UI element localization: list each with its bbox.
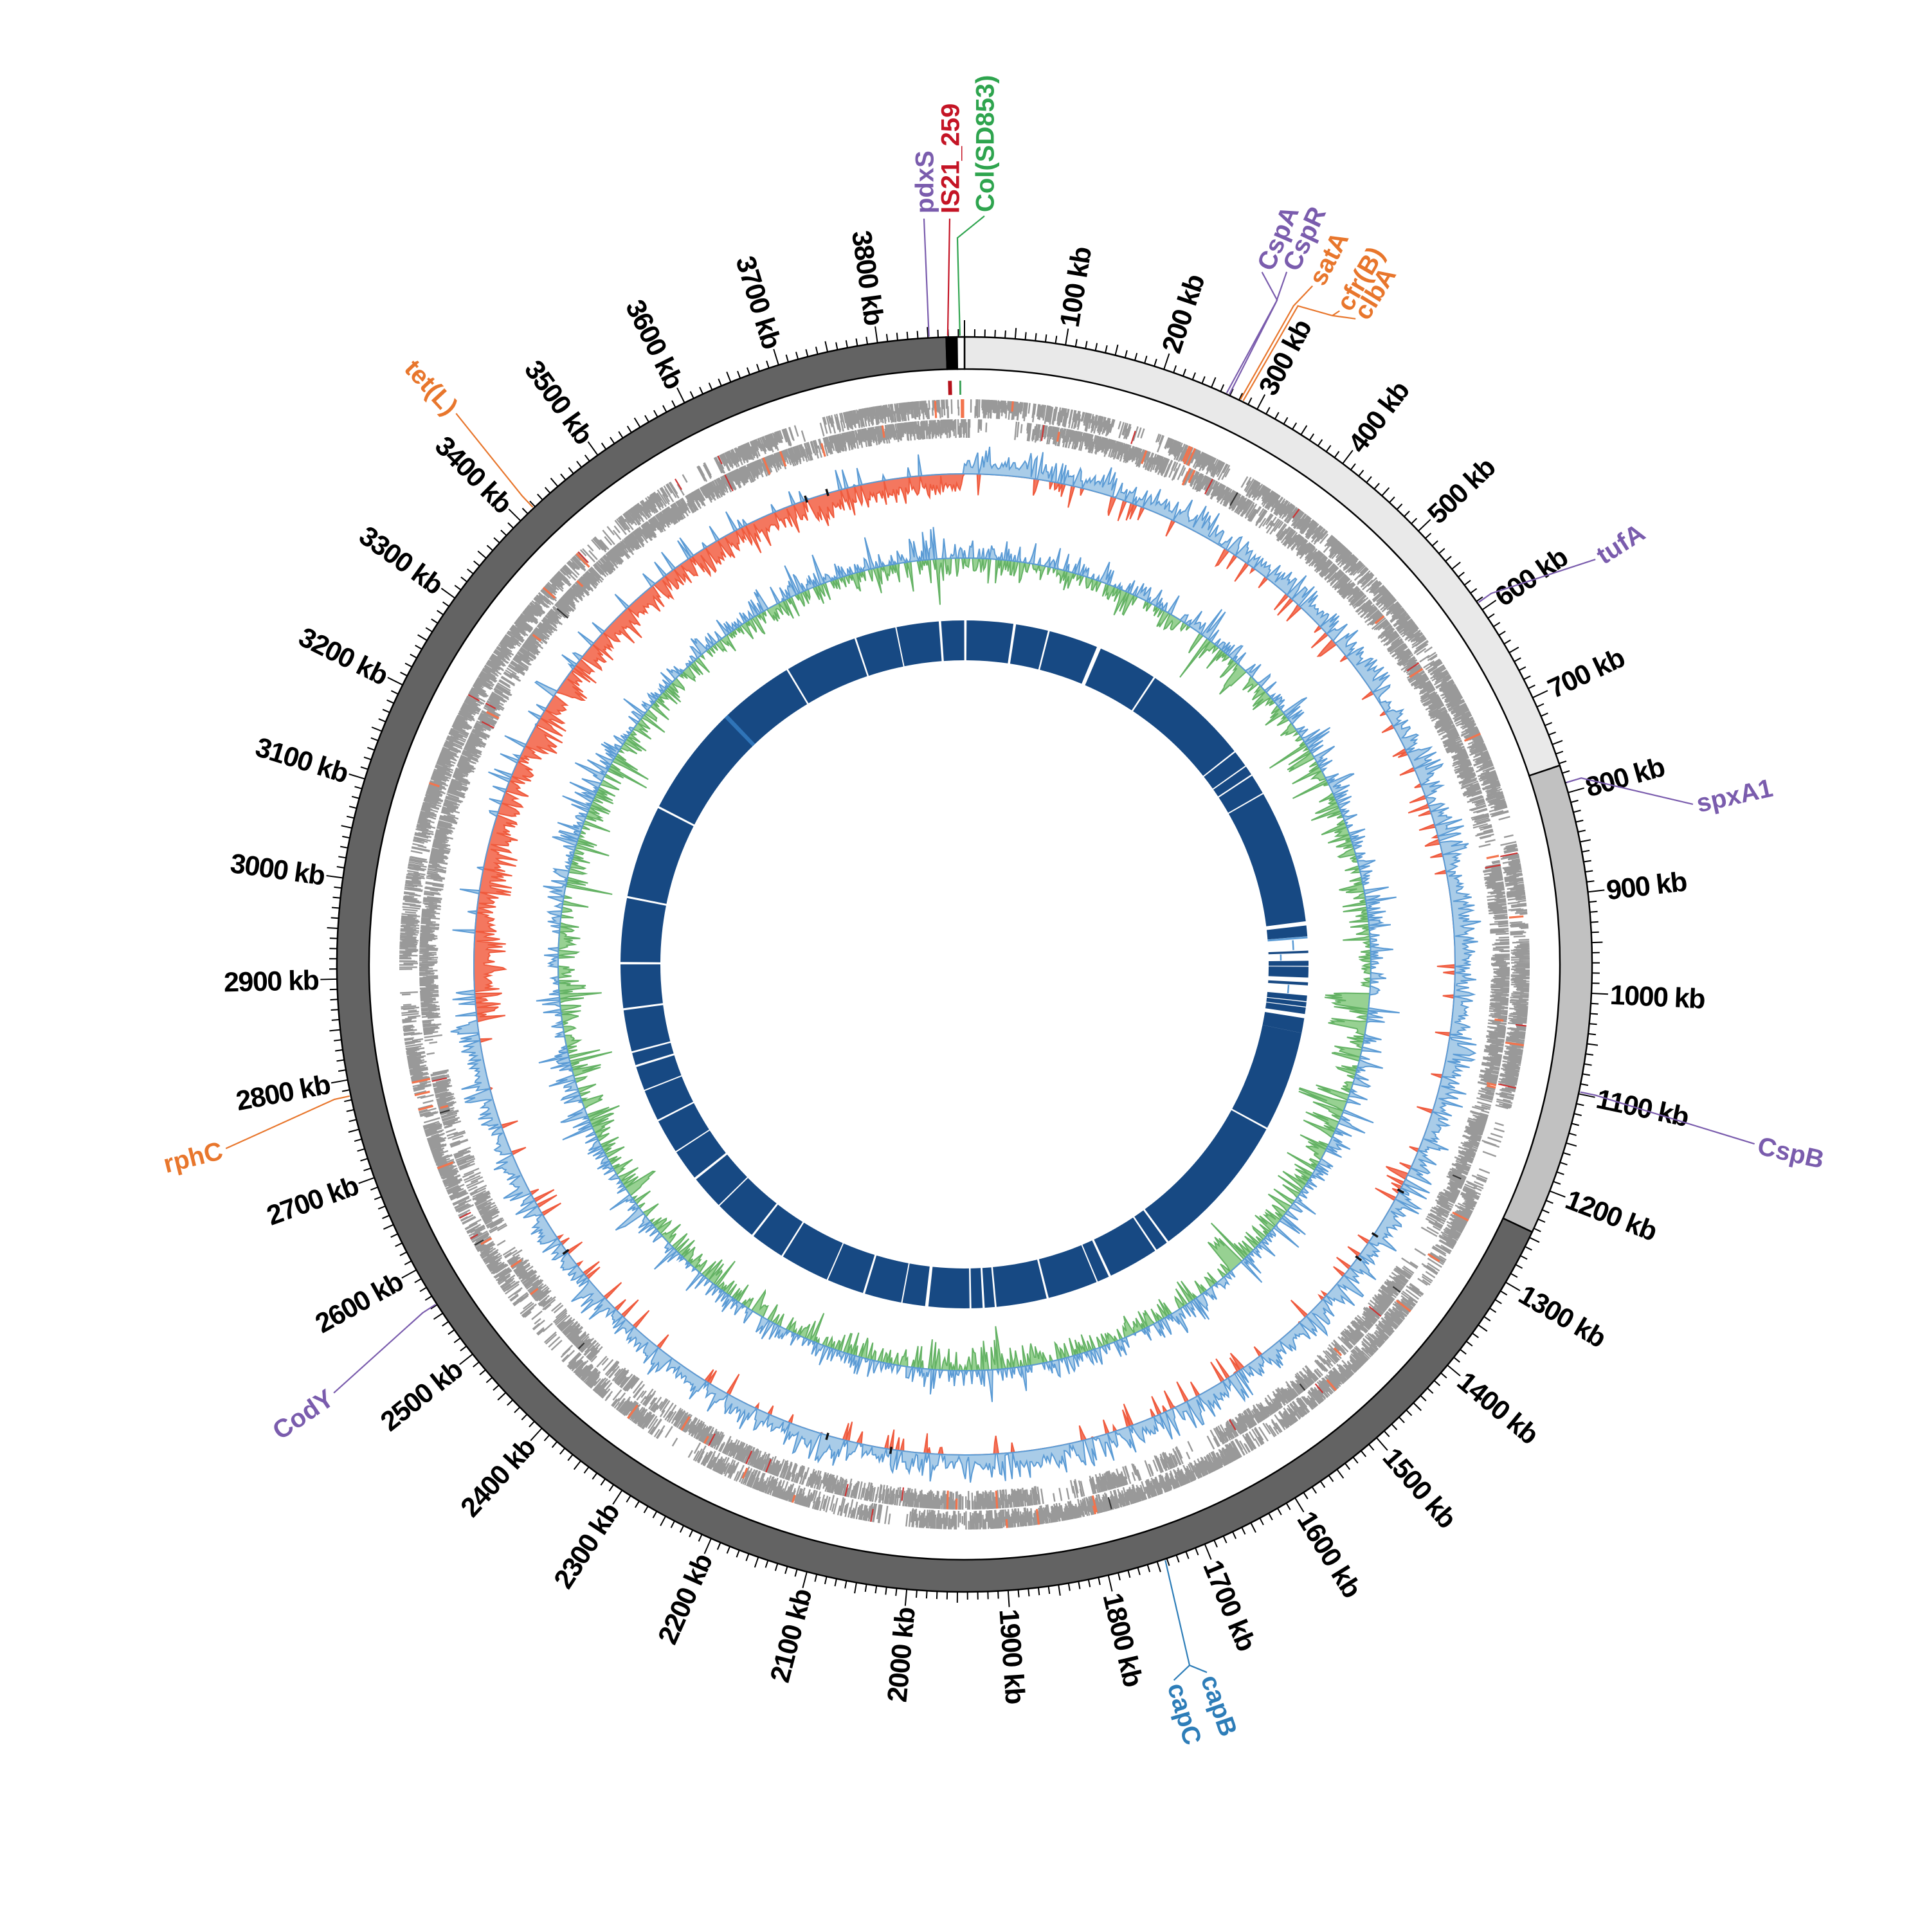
svg-text:1900 kb: 1900 kb <box>993 1608 1030 1705</box>
svg-text:Col(SD853): Col(SD853) <box>971 75 999 212</box>
svg-text:pdxS: pdxS <box>910 150 939 213</box>
svg-text:IS21_259: IS21_259 <box>936 104 964 213</box>
svg-text:2900 kb: 2900 kb <box>224 965 320 998</box>
svg-text:1000 kb: 1000 kb <box>1609 980 1706 1015</box>
